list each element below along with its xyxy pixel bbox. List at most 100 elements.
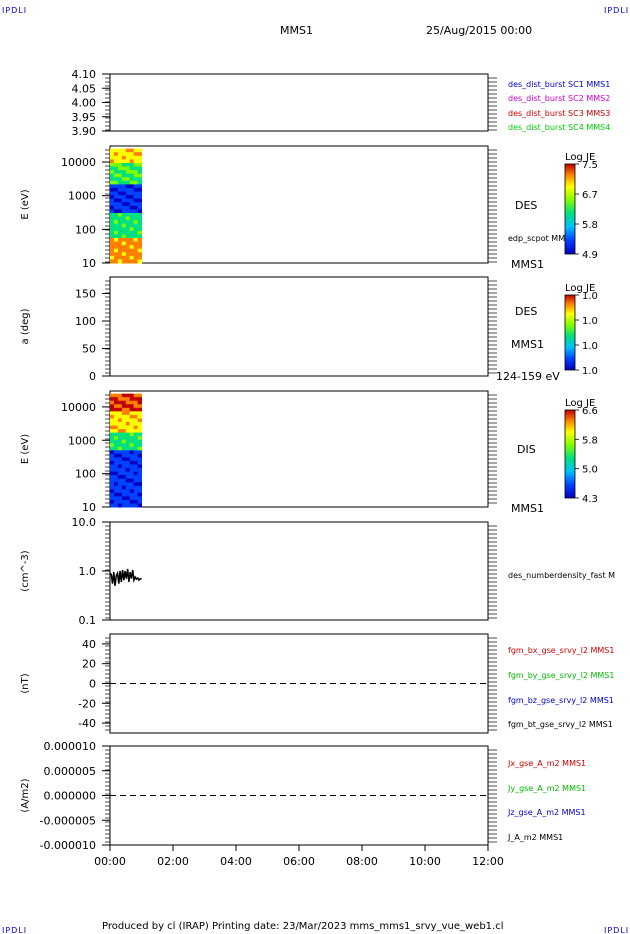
- dis-spectrogram-cell: [137, 393, 142, 398]
- dis-spectrogram-cell: [137, 499, 142, 504]
- des-spectrogram-cell: [117, 177, 123, 182]
- y-tick-label: 0.1: [79, 614, 97, 627]
- des-spectrogram-cell: [133, 223, 139, 228]
- des-spectrogram-cell: [121, 155, 127, 160]
- time-tick-label: 04:00: [220, 855, 252, 868]
- dis-spectrogram-cell: [133, 492, 139, 497]
- time-tick-label: 08:00: [346, 855, 378, 868]
- des-spectrogram-cell: [125, 191, 131, 196]
- des-spectrogram-cell: [121, 230, 127, 235]
- des-spectrogram-cell: [133, 209, 139, 214]
- y-tick-label: 0.000000: [44, 790, 97, 803]
- dis-spectrogram-cell: [137, 429, 142, 434]
- dis-spectrogram-cell: [137, 471, 142, 476]
- y-axis-label: (nT): [20, 673, 31, 693]
- dis-spectrogram-cell: [117, 478, 123, 483]
- des-spectrogram-cell: [117, 252, 123, 257]
- dis-spectrogram-cell: [137, 425, 142, 430]
- panel-frame-3: [109, 390, 489, 508]
- panel-magnetic-field: (nT) 40 20 0 -20 -40 fgm_bx_gse_srvy_l2 MMS1 fg…: [20, 633, 614, 734]
- dis-spectrogram-cell: [129, 407, 135, 412]
- des-spectrogram-cell: [125, 177, 131, 182]
- dis-spectrogram-cell: [121, 407, 127, 412]
- legend-entry: J_A_m2 MMS1: [507, 833, 563, 842]
- dis-spectrogram-cell: [110, 496, 115, 501]
- dis-spectrogram-cell: [125, 404, 131, 409]
- dis-spectrogram-cell: [129, 432, 135, 437]
- dis-spectrogram-cell: [133, 439, 139, 444]
- dis-spectrogram-cell: [113, 471, 119, 476]
- des-spectrogram-cell: [125, 173, 131, 178]
- des-spectrogram-cell: [129, 187, 135, 193]
- dis-spectrogram-cell: [121, 460, 127, 465]
- des-spectrogram-cell: [129, 170, 135, 175]
- des-spectrogram-cell: [125, 198, 131, 203]
- dis-spectrogram-cell: [125, 450, 131, 455]
- panel-frame-1: [109, 145, 489, 264]
- dis-spectrogram-cell: [121, 432, 127, 437]
- instrument-label: DES: [515, 305, 537, 318]
- dis-spectrogram-cell: [129, 485, 135, 490]
- dis-spectrogram-cell: [137, 457, 142, 462]
- des-spectrogram-cell: [121, 187, 127, 193]
- des-spectrogram-cell: [121, 245, 127, 250]
- des-spectrogram-cell: [137, 202, 142, 207]
- dis-spectrogram-cell: [133, 418, 139, 423]
- des-spectrogram-cell: [137, 173, 142, 178]
- dis-spectrogram-cell: [129, 421, 135, 427]
- dis-spectrogram-cell: [113, 499, 119, 504]
- des-spectrogram-cell: [133, 184, 139, 189]
- dis-spectrogram-cell: [125, 397, 131, 402]
- des-spectrogram-cell: [133, 162, 139, 168]
- dis-spectrogram-cell: [125, 460, 131, 465]
- des-spectrogram-cell: [110, 180, 115, 185]
- des-spectrogram-cell: [125, 245, 131, 250]
- dis-spectrogram-cell: [117, 496, 123, 501]
- des-spectrogram-cell: [129, 223, 135, 228]
- y-tick-label: 20: [82, 658, 96, 671]
- dis-spectrogram-cell: [110, 404, 115, 409]
- dis-spectrogram-cell: [133, 446, 139, 451]
- dis-spectrogram-cell: [117, 453, 123, 458]
- des-spectrogram-cell: [110, 177, 115, 182]
- des-spectrogram-cell: [129, 259, 135, 264]
- des-spectrogram-cell: [137, 234, 142, 239]
- dis-spectrogram-cell: [113, 407, 119, 412]
- dis-spectrogram-cell: [113, 460, 119, 465]
- des-spectrogram-cell: [117, 259, 123, 264]
- corner-label-bottom-right: IPDLI: [604, 926, 629, 934]
- instrument-label: DES: [515, 199, 537, 212]
- des-spectrogram-cell: [121, 180, 127, 185]
- dis-spectrogram-cell: [137, 421, 142, 427]
- dis-spectrogram-cell: [129, 446, 135, 451]
- dis-spectrogram-cell: [125, 468, 131, 473]
- des-spectrogram-cell: [137, 198, 142, 203]
- dis-spectrogram-cell: [121, 485, 127, 490]
- dis-spectrogram-cell: [137, 453, 142, 458]
- dis-spectrogram-cell: [137, 418, 142, 423]
- y-tick-label: 4.05: [72, 82, 97, 95]
- dis-spectrogram-cell: [129, 439, 135, 444]
- dis-spectrogram-cell: [137, 478, 142, 483]
- dis-spectrogram-cell: [113, 489, 119, 494]
- des-spectrogram-cell: [110, 212, 115, 218]
- des-spectrogram-cell: [121, 259, 127, 264]
- dis-spectrogram-cell: [121, 425, 127, 430]
- des-spectrogram-cell: [117, 159, 123, 164]
- legend-entry: fgm_bt_gse_srvy_l2 MMS1: [508, 720, 613, 729]
- dis-spectrogram-cell: [137, 489, 142, 494]
- des-spectrogram-cell: [137, 187, 142, 193]
- dis-spectrogram-cell: [129, 471, 135, 476]
- dis-spectrogram-cell: [129, 414, 135, 419]
- dis-spectrogram-cell: [113, 411, 119, 416]
- dis-spectrogram-cell: [133, 471, 139, 476]
- dis-spectrogram-cell: [113, 453, 119, 458]
- dis-spectrogram-cell: [110, 478, 115, 483]
- dis-spectrogram-cell: [125, 400, 131, 405]
- y-tick-label: 0.000010: [44, 740, 97, 753]
- dis-spectrogram-cell: [133, 407, 139, 412]
- des-spectrogram-cell: [113, 166, 119, 171]
- des-spectrogram-cell: [137, 255, 142, 260]
- dis-spectrogram-cell: [117, 471, 123, 476]
- dis-spectrogram-cell: [129, 457, 135, 462]
